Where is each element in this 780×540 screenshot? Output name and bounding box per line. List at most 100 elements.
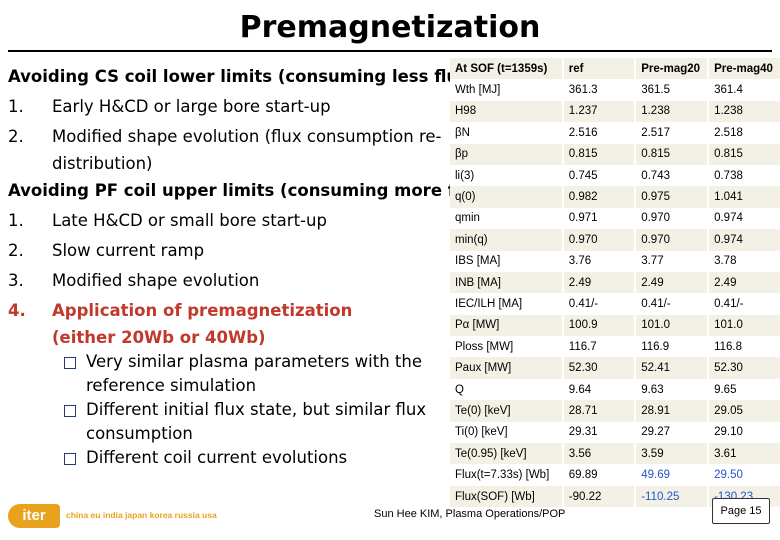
- cell-value: 0.974: [707, 207, 780, 230]
- cell-value: 0.815: [707, 143, 780, 165]
- row-label: βp: [450, 143, 563, 165]
- row-label: Flux(t=7.33s) [Wb]: [450, 464, 563, 486]
- bullet-continuation: reference simulation: [86, 376, 257, 395]
- row-label: INB [MA]: [450, 271, 563, 294]
- list-item-highlighted: 4. Application of premagnetization: [8, 301, 353, 320]
- table-row: IBS [MA] 3.76 3.77 3.78: [450, 250, 780, 272]
- row-label: Pα [MW]: [450, 314, 563, 337]
- member-countries: china eu india japan korea russia usa: [66, 510, 217, 520]
- list-item: 3. Modified shape evolution: [8, 271, 260, 290]
- cell-value: 52.30: [561, 357, 636, 379]
- table-row: H98 1.237 1.238 1.238: [450, 100, 780, 123]
- cell-value: 0.815: [634, 143, 709, 165]
- row-label: Ti(0) [keV]: [450, 421, 563, 444]
- row-label: IEC/ILH [MA]: [450, 293, 563, 315]
- cell-value: -90.22: [561, 485, 636, 508]
- bullet-continuation: consumption: [86, 424, 193, 443]
- cell-value: 0.41/-: [561, 293, 636, 315]
- table-row: Q 9.64 9.63 9.65: [450, 378, 780, 401]
- list-item: 1. Early H&CD or large bore start-up: [8, 97, 331, 116]
- table-row: βN 2.516 2.517 2.518: [450, 122, 780, 144]
- row-label: IBS [MA]: [450, 250, 563, 272]
- cell-value: 29.31: [561, 421, 636, 444]
- cell-value: 361.3: [561, 79, 636, 101]
- parameter-table: At SOF (t=1359s) ref Pre-mag20 Pre-mag40 Wth…: [450, 58, 780, 508]
- cell-value: 0.745: [561, 164, 636, 187]
- cell-value: 0.970: [634, 207, 709, 230]
- table-row: Pα [MW] 100.9 101.0 101.0: [450, 314, 780, 337]
- cell-value: 2.518: [707, 122, 780, 144]
- cell-value: 49.69: [634, 464, 709, 486]
- footer-author: Sun Hee KIM, Plasma Operations/POP: [374, 508, 566, 520]
- cell-value: 69.89: [561, 464, 636, 486]
- cell-value: Pre-mag20: [634, 58, 709, 80]
- cell-value: 0.970: [561, 229, 636, 251]
- table-row: IEC/ILH [MA] 0.41/- 0.41/- 0.41/-: [450, 293, 780, 315]
- cell-value: 29.05: [707, 400, 780, 422]
- table-row: βp 0.815 0.815 0.815: [450, 143, 780, 165]
- row-label: Te(0.95) [keV]: [450, 443, 563, 465]
- cell-value: 29.50: [707, 464, 780, 486]
- table-row: Ploss [MW] 116.7 116.9 116.8: [450, 336, 780, 358]
- cell-value: 2.49: [707, 271, 780, 294]
- cell-value: -110.25: [634, 485, 709, 508]
- cell-value: 3.59: [634, 443, 709, 465]
- cell-value: 1.237: [561, 100, 636, 123]
- bullet-item: Different coil current evolutions: [8, 446, 448, 470]
- cell-value: 9.63: [634, 378, 709, 401]
- cell-value: 116.9: [634, 336, 709, 358]
- cell-value: Pre-mag40: [707, 58, 780, 80]
- cell-value: 1.041: [707, 186, 780, 208]
- row-label: Ploss [MW]: [450, 336, 563, 358]
- cell-value: 2.49: [634, 271, 709, 294]
- table-row: Te(0) [keV] 28.71 28.91 29.05: [450, 400, 780, 422]
- cell-value: 29.10: [707, 421, 780, 444]
- cell-value: 0.974: [707, 229, 780, 251]
- cell-value: 2.49: [561, 271, 636, 294]
- cell-value: 52.30: [707, 357, 780, 379]
- cell-value: 2.517: [634, 122, 709, 144]
- list-item-continuation: distribution): [52, 154, 153, 173]
- title-divider: [8, 50, 772, 52]
- table-row: li(3) 0.745 0.743 0.738: [450, 164, 780, 187]
- table-row: qmin 0.971 0.970 0.974: [450, 207, 780, 230]
- page-number: Page 15: [712, 498, 770, 524]
- row-label: Wth [MJ]: [450, 79, 563, 101]
- cell-value: 101.0: [634, 314, 709, 337]
- row-label: At SOF (t=1359s): [450, 58, 563, 80]
- table-row: Ti(0) [keV] 29.31 29.27 29.10: [450, 421, 780, 444]
- cell-value: 101.0: [707, 314, 780, 337]
- checkbox-bullet-icon: [64, 404, 76, 417]
- table-row: Wth [MJ] 361.3 361.5 361.4: [450, 79, 780, 101]
- list-item: 2. Slow current ramp: [8, 241, 205, 260]
- row-label: βN: [450, 122, 563, 144]
- table-row: q(0) 0.982 0.975 1.041: [450, 186, 780, 208]
- cell-value: 116.7: [561, 336, 636, 358]
- cell-value: 1.238: [707, 100, 780, 123]
- cell-value: 28.91: [634, 400, 709, 422]
- cell-value: 0.815: [561, 143, 636, 165]
- heading-pf-limits: Avoiding PF coil upper limits (consuming…: [8, 181, 490, 200]
- list-item-continuation: (either 20Wb or 40Wb): [52, 328, 266, 347]
- table-row: INB [MA] 2.49 2.49 2.49: [450, 271, 780, 294]
- list-item: 1. Late H&CD or small bore start-up: [8, 211, 327, 230]
- row-label: Te(0) [keV]: [450, 400, 563, 422]
- cell-value: 28.71: [561, 400, 636, 422]
- row-label: H98: [450, 100, 563, 123]
- row-label: Q: [450, 378, 563, 401]
- cell-value: 1.238: [634, 100, 709, 123]
- iter-logo-mark: iter: [8, 504, 60, 528]
- row-label: Flux(SOF) [Wb]: [450, 485, 563, 508]
- bullet-item: Different initial flux state, but simila…: [8, 398, 448, 422]
- table-header-row: At SOF (t=1359s) ref Pre-mag20 Pre-mag40: [450, 58, 780, 80]
- table-row: Flux(t=7.33s) [Wb] 69.89 49.69 29.50: [450, 464, 780, 486]
- cell-value: 361.5: [634, 79, 709, 101]
- cell-value: 0.971: [561, 207, 636, 230]
- cell-value: 0.41/-: [707, 293, 780, 315]
- row-label: li(3): [450, 164, 563, 187]
- cell-value: 3.77: [634, 250, 709, 272]
- cell-value: 29.27: [634, 421, 709, 444]
- cell-value: 0.738: [707, 164, 780, 187]
- table-row: Paux [MW] 52.30 52.41 52.30: [450, 357, 780, 379]
- cell-value: 361.4: [707, 79, 780, 101]
